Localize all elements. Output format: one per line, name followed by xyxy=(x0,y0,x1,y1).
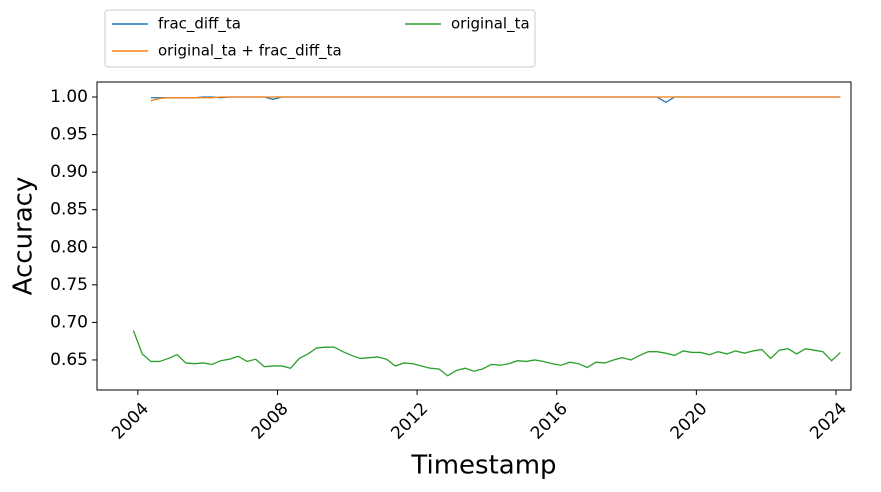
y-axis-label: Accuracy xyxy=(9,177,39,296)
y-tick-label: 0.65 xyxy=(50,350,88,370)
x-tick-label: 2004 xyxy=(108,399,153,444)
y-tick-label: 0.90 xyxy=(50,162,88,182)
data-line xyxy=(150,96,841,102)
x-tick-label: 2020 xyxy=(667,399,712,444)
data-line xyxy=(132,330,841,377)
x-tick-label: 2008 xyxy=(248,399,293,444)
data-line xyxy=(150,96,841,104)
y-tick-label: 0.70 xyxy=(50,312,88,332)
y-tick-label: 0.80 xyxy=(50,237,88,257)
y-tick-label: 0.95 xyxy=(50,125,88,145)
plot-frame xyxy=(96,81,852,391)
y-tick-label: 1.00 xyxy=(50,87,88,107)
legend-label: original_ta + frac_diff_ta xyxy=(158,42,342,61)
x-axis-label: Timestamp xyxy=(410,451,556,481)
y-tick-label: 0.75 xyxy=(50,275,88,295)
x-tick-label: 2016 xyxy=(527,399,572,444)
y-tick-label: 0.85 xyxy=(50,200,88,220)
x-tick-label: 2012 xyxy=(387,399,432,444)
legend-label: frac_diff_ta xyxy=(158,15,241,34)
legend-label: original_ta xyxy=(451,15,530,34)
x-tick-label: 2024 xyxy=(806,399,851,444)
